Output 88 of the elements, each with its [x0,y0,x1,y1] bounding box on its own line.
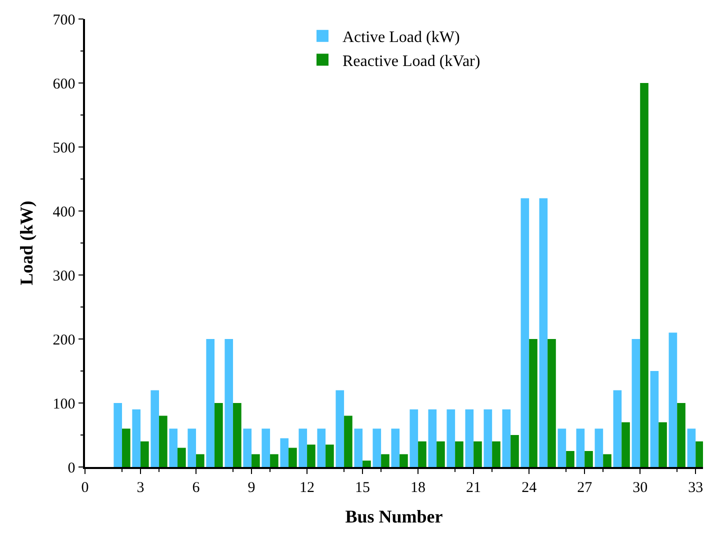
bar [640,83,648,467]
bar [362,460,371,467]
bar [677,403,686,467]
bar [566,451,574,467]
bar [668,332,678,467]
bar [336,390,344,467]
x-tick-label: 21 [466,480,482,496]
bar [188,428,196,467]
bar [262,428,270,467]
y-tick-label: 400 [52,204,76,220]
bar [280,438,289,467]
bar [233,403,242,467]
bar [169,428,178,467]
x-tick-label: 24 [522,480,538,496]
x-tick-label: 30 [632,480,648,496]
bar [603,454,612,467]
y-tick-label: 600 [52,76,76,92]
y-tick-label: 0 [68,460,76,476]
bar [502,409,511,467]
bar [436,441,445,467]
x-tick-label: 0 [81,480,89,496]
bar [632,339,640,467]
bar [484,409,492,467]
y-tick-label: 500 [52,140,76,156]
bar [132,409,141,467]
bar [455,441,464,467]
bar [224,339,234,467]
legend-label: Active Load (kW) [342,29,460,46]
bar [317,428,326,467]
x-tick-label: 12 [300,480,315,496]
bar [622,422,630,467]
bar [372,428,382,467]
bar [150,390,160,467]
bar [307,444,316,467]
bar [252,454,260,467]
bar [658,422,667,467]
bar [326,444,334,467]
bar [214,403,223,467]
x-tick-label: 3 [136,480,144,496]
bar [584,451,593,467]
bar [400,454,408,467]
bar [298,428,308,467]
bar [465,409,474,467]
bar [492,441,500,467]
bar [344,416,352,467]
x-tick-label: 15 [355,480,370,496]
y-tick-label: 200 [52,332,76,348]
y-axis-title: Load (kW) [16,200,36,286]
x-tick-label: 9 [248,480,256,496]
bar [354,428,363,467]
bar [558,428,566,467]
x-tick-label: 6 [192,480,200,496]
bar [140,441,149,467]
bar [381,454,390,467]
bar [243,428,252,467]
bar [288,448,297,467]
legend-label: Reactive Load (kVar) [342,52,480,70]
bar [687,428,696,467]
bar [446,409,456,467]
bar [594,428,604,467]
bar [122,428,130,467]
y-tick-label: 100 [52,396,76,412]
bar [510,435,519,467]
bar [576,428,585,467]
bar [418,441,426,467]
bar [196,454,204,467]
bar [696,441,703,467]
bar [474,441,482,467]
bar [548,339,556,467]
bar [520,198,530,467]
bar [114,403,122,467]
bar [178,448,186,467]
bar [428,409,437,467]
y-tick-label: 700 [52,12,76,28]
bar [159,416,168,467]
x-axis-title: Bus Number [345,506,443,526]
bar [539,198,548,467]
x-tick-label: 18 [410,480,426,496]
bar [206,339,215,467]
x-tick-label: 33 [688,480,704,496]
bar [650,371,659,467]
x-tick-label: 27 [577,480,593,496]
bar [391,428,400,467]
bar [410,409,418,467]
bar [270,454,278,467]
y-tick-label: 300 [52,268,76,284]
bar [613,390,622,467]
bar [529,339,538,467]
